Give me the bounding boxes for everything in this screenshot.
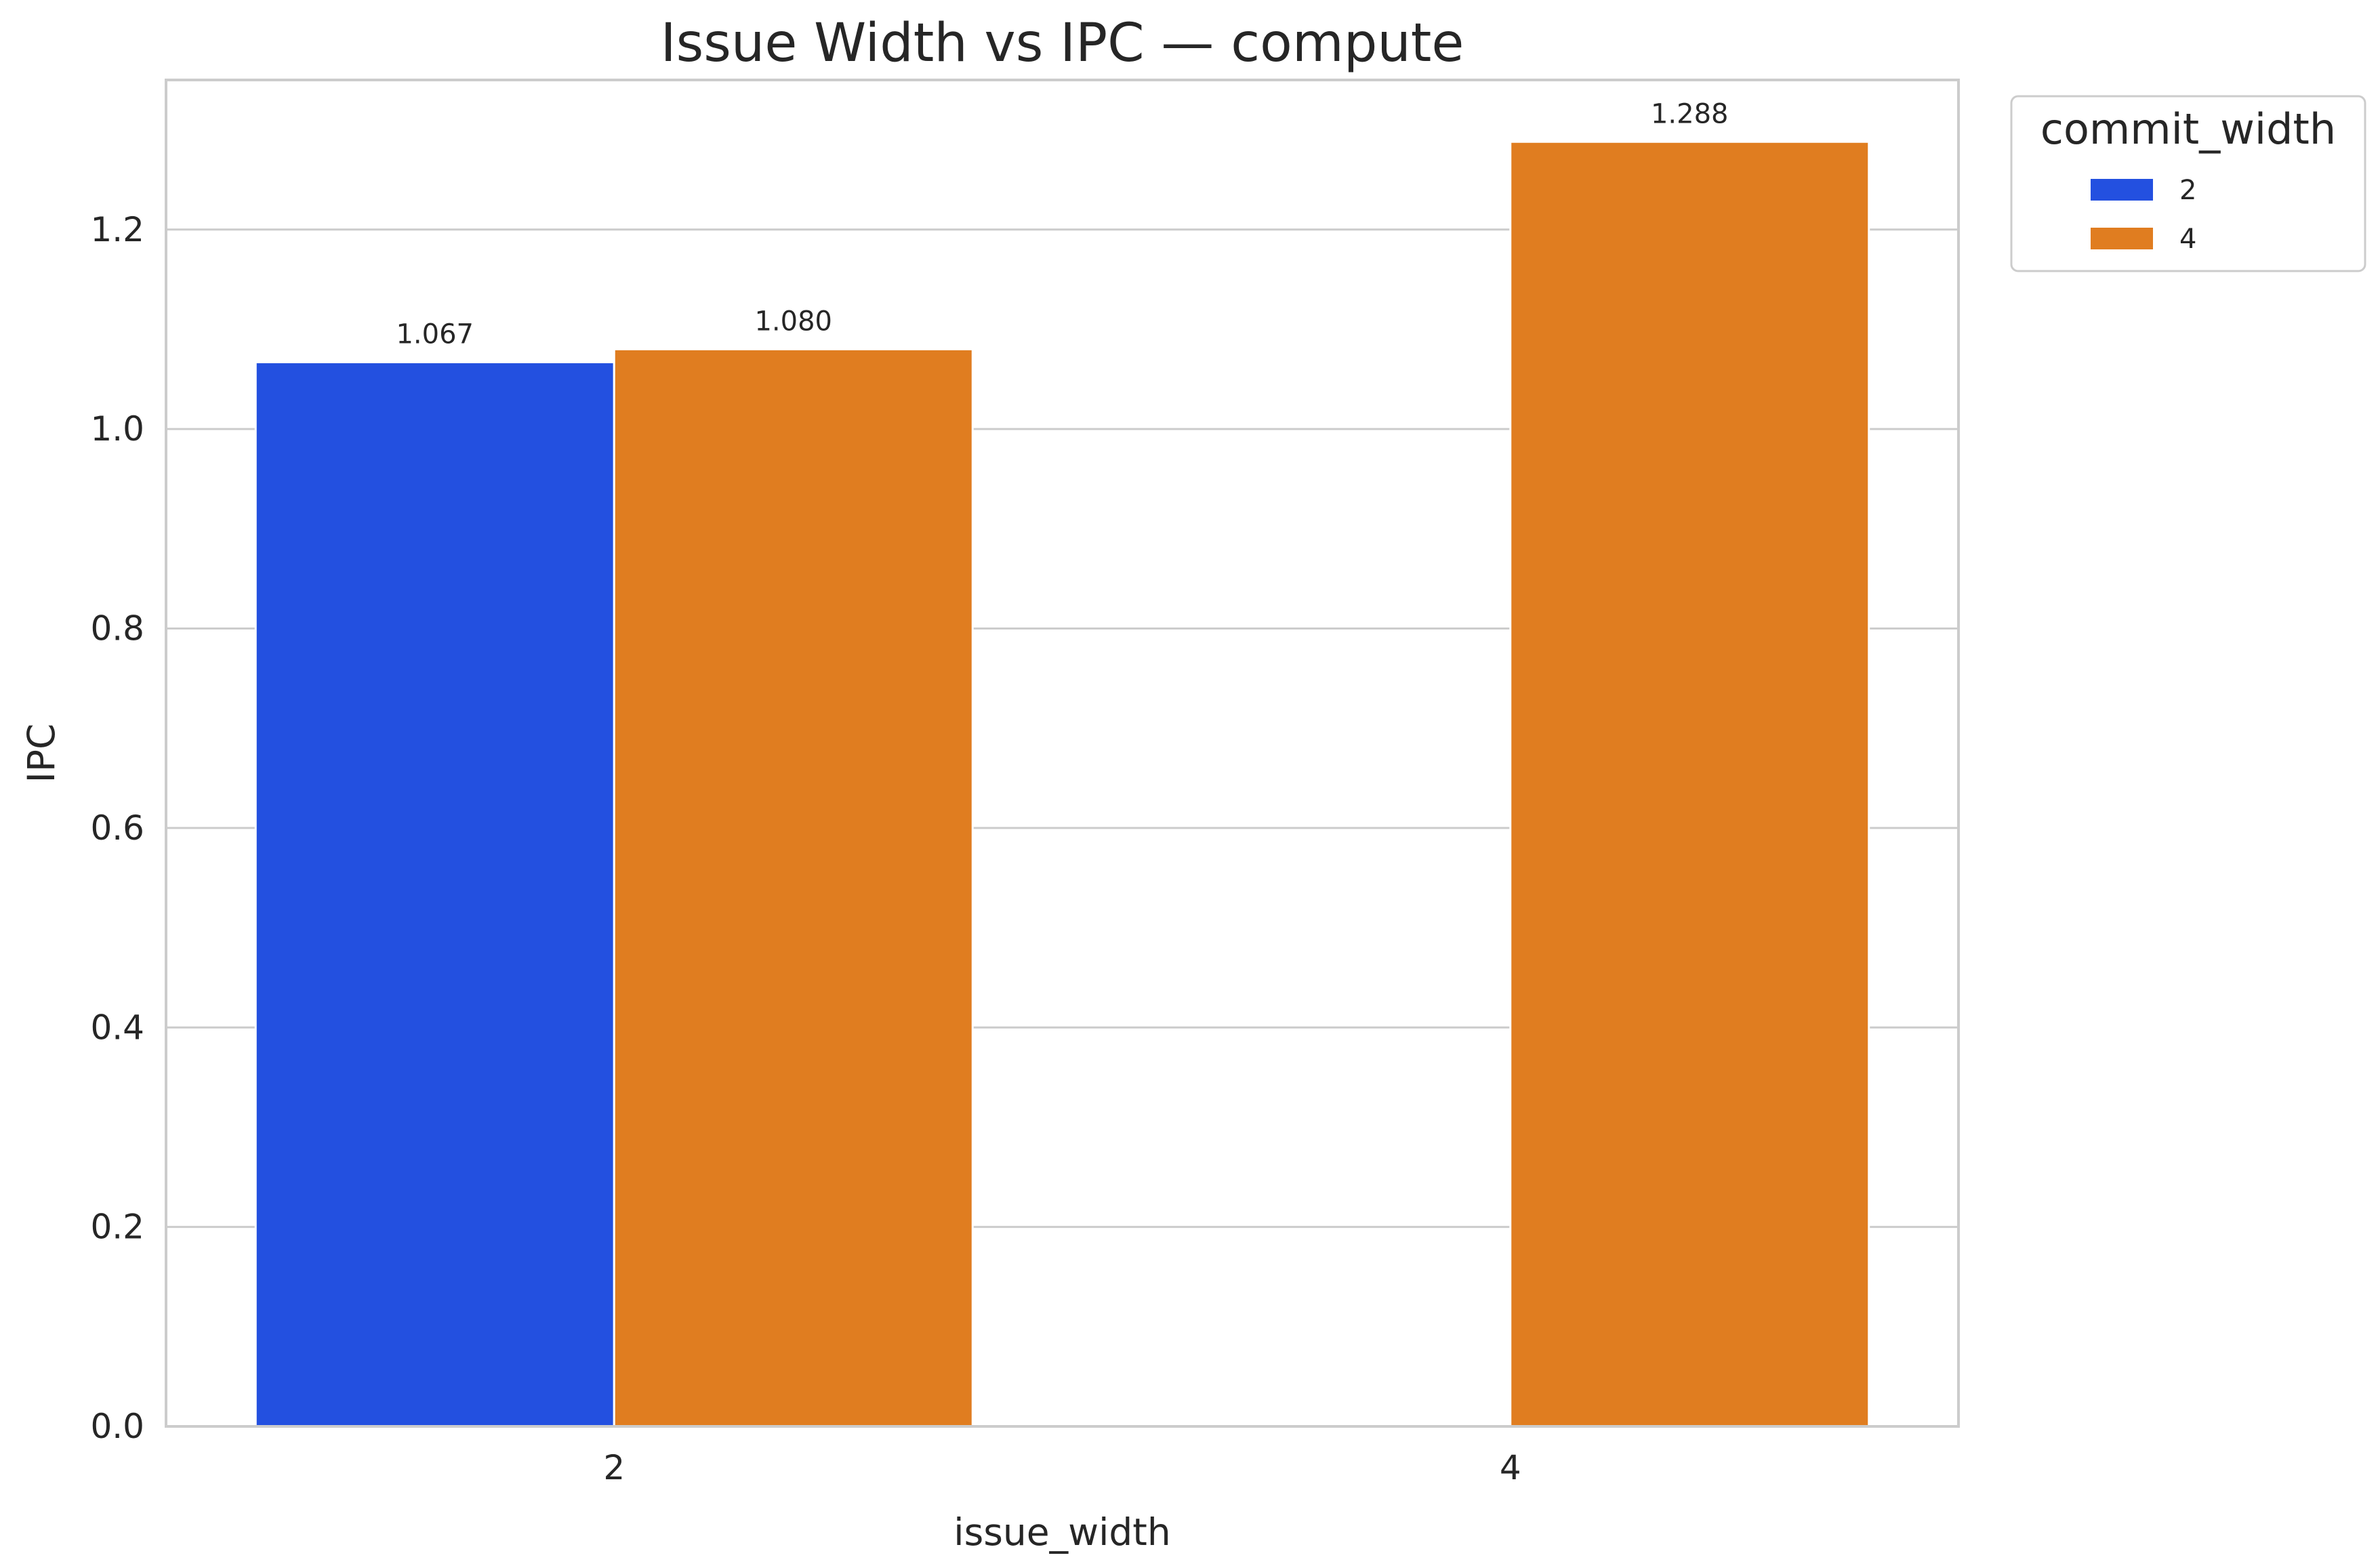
y-axis-ticks: 0.0 0.2 0.4 0.6 0.8 1.0 1.2 [90, 210, 144, 1446]
y-tick-label: 0.8 [90, 609, 144, 648]
y-axis-label: IPC [20, 724, 63, 783]
y-tick-label: 0.2 [90, 1208, 144, 1247]
legend-label: 4 [2179, 224, 2196, 255]
bar-value-label: 1.288 [1651, 98, 1729, 129]
x-tick-label: 4 [1500, 1448, 1521, 1487]
data-labels: 1.067 1.080 1.288 [396, 98, 1728, 350]
legend: commit_width 24 [2010, 95, 2366, 272]
bar-value-label: 1.080 [754, 306, 832, 337]
plot-frame [165, 79, 1960, 1428]
y-tick-label: 0.4 [90, 1008, 144, 1047]
y-tick-label: 0.6 [90, 808, 144, 848]
x-tick-label: 2 [603, 1448, 625, 1487]
bar [613, 348, 974, 1428]
legend-title: commit_width [2040, 104, 2336, 154]
legend-items: 24 [2091, 175, 2196, 255]
y-tick-label: 0.0 [90, 1407, 144, 1446]
y-tick-label: 1.2 [90, 210, 144, 249]
legend-swatch [2091, 228, 2153, 249]
chart-title: Issue Width vs IPC — compute [661, 13, 1464, 74]
bar [254, 361, 615, 1428]
legend-label: 2 [2179, 175, 2196, 206]
bar [1509, 140, 1870, 1428]
legend-swatch [2091, 179, 2153, 201]
legend-box [2010, 95, 2366, 272]
x-axis-label: issue_width [953, 1510, 1170, 1554]
bar-value-label: 1.067 [396, 319, 474, 350]
y-tick-label: 1.0 [90, 409, 144, 449]
